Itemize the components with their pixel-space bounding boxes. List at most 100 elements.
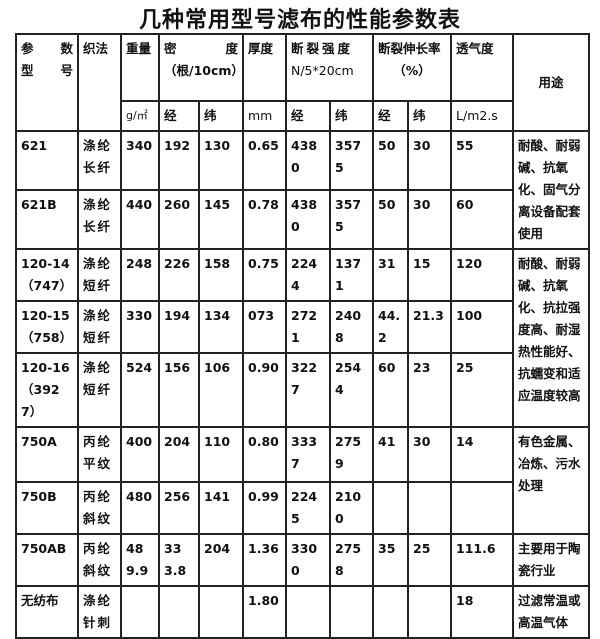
table-row: 750AB 丙纶斜纹 489.9 333.8 204 1.36 3300 2758 35 25 11… [15, 533, 591, 587]
unit-elongation-weft: 纬 [407, 100, 453, 132]
table-row: 621 涤纶长纤 340 192 130 0.65 4380 3575 50 30 55 耐酸、耐弱碱… [15, 130, 591, 250]
table-row: 无纺布 涤纶针刺 1.80 18 过滤常温或高温气体 [15, 585, 591, 639]
table-row: 120-16（3927） 涤纶短纤 524 156 106 0.90 3227 2544 60 2… [15, 352, 589, 428]
unit-density-warp: 经 [158, 100, 200, 132]
cell-e-weft: 25 [407, 533, 453, 587]
cell-d-weft: 106 [198, 352, 244, 428]
header-unit: （%） [393, 63, 431, 78]
header-text: 断裂强度 [291, 41, 354, 56]
page-title: 几种常用型号滤布的性能参数表 [138, 7, 461, 33]
cell-d-weft: 141 [198, 481, 244, 535]
cell-weight: 340 [120, 130, 160, 191]
cell-perm: 100 [450, 300, 515, 354]
header-weight: 重量 [120, 33, 160, 102]
cell-e-weft: 21.3 [407, 300, 453, 354]
cell-thick: 0.80 [242, 426, 287, 483]
cell-s-warp: 3300 [285, 533, 331, 587]
cell-usage: 主要用于陶瓷行业 [512, 533, 591, 587]
cell-model: 120-16（3927） [15, 352, 79, 428]
cell-weight: 489.9 [120, 533, 160, 587]
cell-d-weft: 145 [198, 189, 244, 250]
cell-s-weft: 2408 [328, 300, 375, 354]
header-row: 参 数 型 号 织法 重量 密 度 （根/10cm） 厚度 断裂强度 N/5*20cm… [15, 33, 591, 132]
cell-d-warp: 192 [158, 130, 200, 191]
cell-weave: 涤纶短纤 [77, 300, 122, 354]
cell-d-warp [158, 585, 200, 639]
cell-perm: 60 [450, 189, 515, 250]
cell-e-warp [372, 481, 410, 535]
cell-s-warp: 3337 [285, 426, 331, 483]
cell-weave: 丙纶平纹 [77, 426, 122, 483]
unit-permeability: L/m2.s [450, 100, 515, 132]
cell-perm: 25 [450, 352, 515, 428]
cell-e-warp: 31 [372, 248, 410, 302]
cell-model: 120-15（758） [15, 300, 79, 354]
cell-s-warp: 4380 [285, 189, 331, 250]
cell-s-weft: 1371 [328, 248, 375, 302]
cell-usage: 耐酸、耐弱碱、抗氧化、抗拉强度高、耐湿热性能好、抗蠕变和适应温度较高 [512, 248, 591, 428]
cell-weave: 涤纶针刺 [77, 585, 122, 639]
cell-e-warp: 50 [372, 130, 410, 191]
cell-e-warp: 50 [372, 189, 410, 250]
cell-model: 750A [15, 426, 79, 483]
header-text: 断裂伸长率 [378, 41, 441, 56]
cell-weave: 丙纶斜纹 [77, 481, 122, 535]
cell-e-weft [407, 585, 453, 639]
cell-d-warp: 260 [158, 189, 200, 250]
cell-weight: 248 [120, 248, 160, 302]
cell-thick: 0.75 [242, 248, 287, 302]
cell-weight: 480 [120, 481, 160, 535]
cell-perm: 111.6 [450, 533, 515, 587]
unit-elongation-warp: 经 [372, 100, 410, 132]
cell-d-warp: 204 [158, 426, 200, 483]
table-row: 750B 丙纶斜纹 480 256 141 0.99 2245 2100 [15, 481, 589, 535]
header-density: 密 度 （根/10cm） [158, 33, 244, 102]
header-text: 型 [21, 63, 34, 78]
cell-thick: 0.78 [242, 189, 287, 250]
header-text: 度 [225, 41, 238, 56]
header-text: 数 [60, 41, 73, 56]
cell-e-weft: 15 [407, 248, 453, 302]
header-weave: 织法 [77, 33, 122, 132]
cell-thick: 0.90 [242, 352, 287, 428]
unit-density-weft: 纬 [198, 100, 244, 132]
header-unit: （根/10cm） [164, 63, 243, 78]
cell-d-warp: 194 [158, 300, 200, 354]
cell-model: 无纺布 [15, 585, 79, 639]
cell-weight: 400 [120, 426, 160, 483]
cell-s-warp: 4380 [285, 130, 331, 191]
cell-s-weft: 2758 [328, 533, 375, 587]
cell-weave: 丙纶斜纹 [77, 533, 122, 587]
unit-thickness: mm [242, 100, 287, 132]
cell-d-warp: 226 [158, 248, 200, 302]
cell-weight [120, 585, 160, 639]
unit-weight: g/㎡ [120, 100, 160, 132]
cell-usage: 耐酸、耐弱碱、抗氧化、固气分离设备配套使用 [512, 130, 591, 250]
cell-e-weft [407, 481, 453, 535]
cell-perm: 14 [450, 426, 515, 483]
cell-e-warp: 60 [372, 352, 410, 428]
header-strength: 断裂强度 N/5*20cm [284, 33, 375, 102]
cell-perm: 55 [450, 130, 515, 191]
header-text: 参 [21, 41, 34, 56]
table-row: 750A 丙纶平纹 400 204 110 0.80 3337 2759 41 30 14 有色金属、… [15, 426, 591, 535]
unit-strength-weft: 纬 [328, 100, 375, 132]
cell-perm: 18 [450, 585, 515, 639]
cell-s-warp: 2244 [285, 248, 331, 302]
cell-model: 621B [15, 189, 79, 250]
cell-weave: 涤纶短纤 [77, 248, 122, 302]
cell-model: 120-14（747） [15, 248, 79, 302]
cell-thick: 073 [242, 300, 287, 354]
table-row: 621B 涤纶长纤 440 260 145 0.78 4380 3575 50 30 60 [15, 189, 589, 250]
cell-s-weft [328, 585, 375, 639]
cell-s-warp: 3227 [285, 352, 331, 428]
cell-thick: 0.65 [242, 130, 287, 191]
cell-s-warp: 2721 [285, 300, 331, 354]
header-thickness: 厚度 [242, 33, 287, 102]
cell-e-warp [372, 585, 410, 639]
cell-e-weft: 23 [407, 352, 453, 428]
header-permeability: 透气度 [450, 33, 515, 102]
cell-s-warp: 2245 [285, 481, 331, 535]
cell-usage: 过滤常温或高温气体 [512, 585, 591, 639]
cell-weave: 涤纶长纤 [77, 189, 122, 250]
